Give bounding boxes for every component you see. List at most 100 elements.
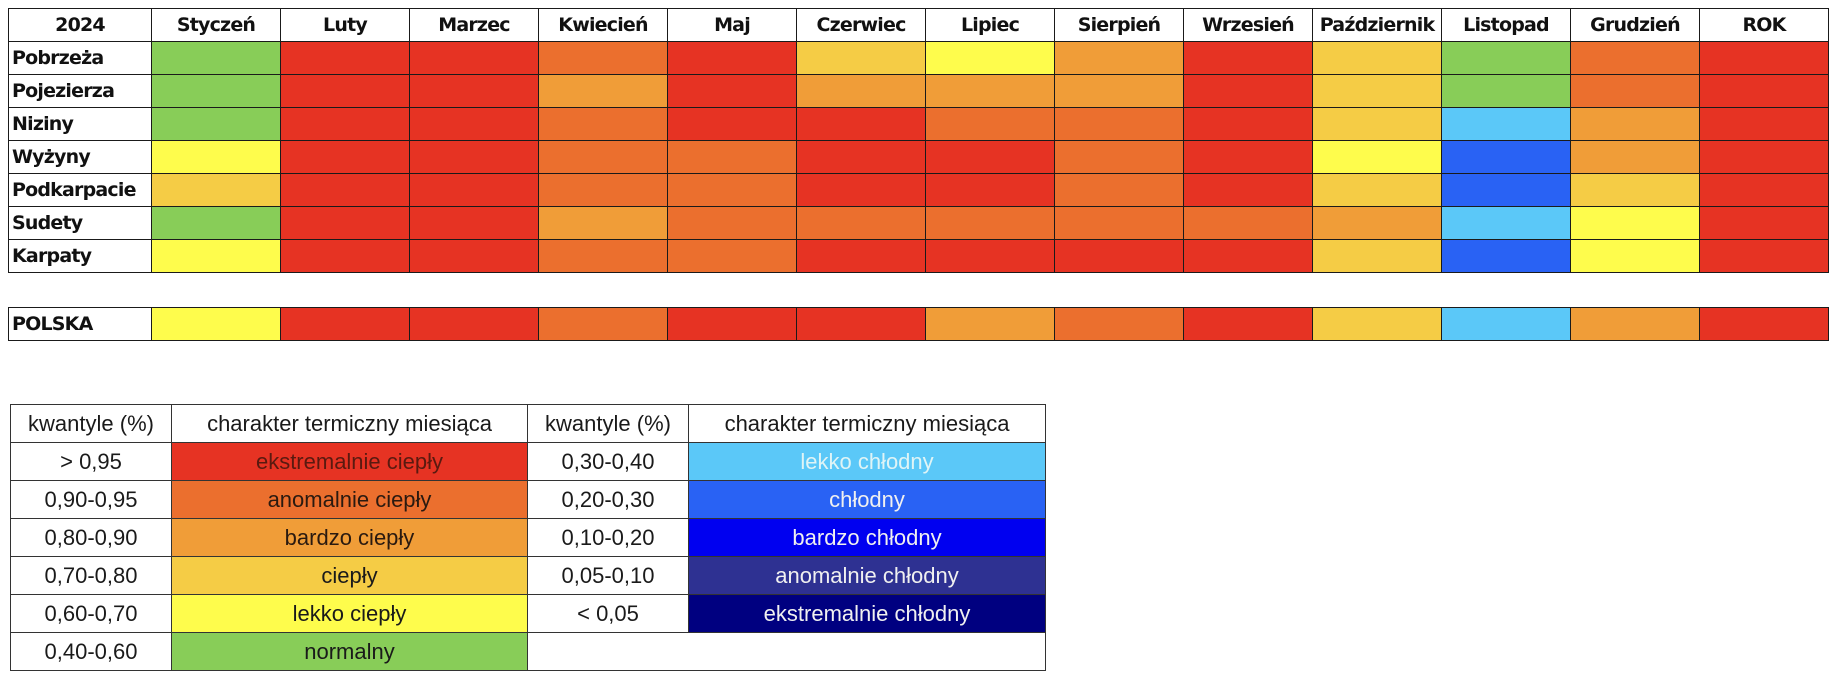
- thermal-cell: [1054, 107, 1184, 141]
- region-label: Pojezierza: [8, 74, 152, 108]
- thermal-cell: [280, 206, 410, 240]
- legend-row: 0,40-0,60 normalny: [10, 632, 1046, 671]
- thermal-cell: [1570, 41, 1700, 75]
- thermal-cell: [1312, 206, 1442, 240]
- thermal-cell: [1183, 74, 1313, 108]
- thermal-cell: [796, 239, 926, 273]
- region-label: Podkarpacie: [8, 173, 152, 207]
- legend-swatch-warm: normalny: [171, 632, 528, 671]
- thermal-cell: [1699, 307, 1829, 341]
- thermal-cell: [1312, 307, 1442, 341]
- month-header: Marzec: [409, 8, 539, 42]
- region-row: Podkarpacie: [8, 173, 1829, 207]
- legend-empty-cell: [527, 632, 1046, 671]
- region-label: Karpaty: [8, 239, 152, 273]
- thermal-cell: [796, 41, 926, 75]
- month-header: Wrzesień: [1183, 8, 1313, 42]
- thermal-cell: [409, 173, 539, 207]
- region-row: Niziny: [8, 107, 1829, 141]
- thermal-cell: [538, 307, 668, 341]
- spacer-row: [8, 272, 1829, 308]
- grid-header-row: 2024 Styczeń Luty Marzec Kwiecień Maj Czerwie…: [8, 8, 1829, 42]
- thermal-cell: [1570, 173, 1700, 207]
- legend-quantile-warm: 0,80-0,90: [10, 518, 172, 557]
- thermal-cell: [151, 107, 281, 141]
- thermal-cell: [280, 239, 410, 273]
- legend-swatch-warm: ekstremalnie ciepły: [171, 442, 528, 481]
- thermal-cell: [667, 239, 797, 273]
- legend-row: 0,60-0,70 lekko ciepły < 0,05 ekstremalnie …: [10, 594, 1046, 633]
- thermal-cell: [1699, 107, 1829, 141]
- legend-swatch-cool: lekko chłodny: [688, 442, 1046, 481]
- legend-header-quantiles-cool: kwantyle (%): [527, 404, 689, 443]
- thermal-cell: [409, 140, 539, 174]
- thermal-cell: [1699, 173, 1829, 207]
- thermal-cell: [1570, 74, 1700, 108]
- thermal-cell: [796, 173, 926, 207]
- legend-quantile-cool: 0,30-0,40: [527, 442, 689, 481]
- thermal-cell: [667, 107, 797, 141]
- thermal-cell: [796, 206, 926, 240]
- thermal-cell: [1441, 239, 1571, 273]
- thermal-cell: [1183, 206, 1313, 240]
- thermal-cell: [538, 239, 668, 273]
- thermal-cell: [151, 41, 281, 75]
- thermal-cell: [409, 239, 539, 273]
- thermal-cell: [280, 307, 410, 341]
- thermal-cell: [1312, 41, 1442, 75]
- month-header: Czerwiec: [796, 8, 926, 42]
- legend-header-character-warm: charakter termiczny miesiąca: [171, 404, 528, 443]
- legend-quantile-warm: 0,60-0,70: [10, 594, 172, 633]
- thermal-cell: [538, 206, 668, 240]
- thermal-cell: [1183, 140, 1313, 174]
- thermal-cell: [409, 41, 539, 75]
- thermal-cell: [667, 74, 797, 108]
- thermal-character-grid: 2024 Styczeń Luty Marzec Kwiecień Maj Czerwie…: [8, 8, 1829, 341]
- thermal-cell: [1570, 239, 1700, 273]
- legend-row: 0,80-0,90 bardzo ciepły 0,10-0,20 bardzo ch…: [10, 518, 1046, 557]
- legend-swatch-warm: anomalnie ciepły: [171, 480, 528, 519]
- legend-row: 0,90-0,95 anomalnie ciepły 0,20-0,30 chłodn…: [10, 480, 1046, 519]
- thermal-cell: [280, 140, 410, 174]
- thermal-cell: [796, 307, 926, 341]
- thermal-cell: [1312, 140, 1442, 174]
- region-label: Wyżyny: [8, 140, 152, 174]
- national-row: POLSKA: [8, 307, 1829, 341]
- region-row: Sudety: [8, 206, 1829, 240]
- thermal-cell: [538, 41, 668, 75]
- region-row: Pobrzeża: [8, 41, 1829, 75]
- legend-swatch-cool: anomalnie chłodny: [688, 556, 1046, 595]
- legend-swatch-cool: chłodny: [688, 480, 1046, 519]
- thermal-cell: [1441, 307, 1571, 341]
- thermal-cell: [925, 74, 1055, 108]
- thermal-cell: [280, 74, 410, 108]
- thermal-cell: [151, 173, 281, 207]
- thermal-cell: [1441, 41, 1571, 75]
- month-header: Maj: [667, 8, 797, 42]
- legend-swatch-warm: ciepły: [171, 556, 528, 595]
- thermal-cell: [667, 140, 797, 174]
- legend-header-character-cool: charakter termiczny miesiąca: [688, 404, 1046, 443]
- thermal-cell: [1054, 173, 1184, 207]
- thermal-cell: [538, 107, 668, 141]
- thermal-cell: [1441, 140, 1571, 174]
- thermal-cell: [1312, 173, 1442, 207]
- thermal-cell: [280, 173, 410, 207]
- grid-body: Pobrzeża Pojezierza Niziny Wyżyny Podkarpaci…: [8, 41, 1829, 341]
- thermal-cell: [1054, 239, 1184, 273]
- legend-row: 0,70-0,80 ciepły 0,05-0,10 anomalnie chłodn…: [10, 556, 1046, 595]
- region-row: Karpaty: [8, 239, 1829, 273]
- thermal-cell: [925, 140, 1055, 174]
- thermal-cell: [1699, 74, 1829, 108]
- spacer: [8, 272, 1829, 308]
- legend-swatch-warm: bardzo ciepły: [171, 518, 528, 557]
- thermal-cell: [667, 206, 797, 240]
- legend-quantile-cool: < 0,05: [527, 594, 689, 633]
- thermal-cell: [409, 206, 539, 240]
- legend-header-quantiles-warm: kwantyle (%): [10, 404, 172, 443]
- region-label: Niziny: [8, 107, 152, 141]
- thermal-cell: [1441, 74, 1571, 108]
- legend-body: kwantyle (%) charakter termiczny miesiąc…: [10, 404, 1046, 671]
- thermal-cell: [151, 307, 281, 341]
- thermal-cell: [1054, 74, 1184, 108]
